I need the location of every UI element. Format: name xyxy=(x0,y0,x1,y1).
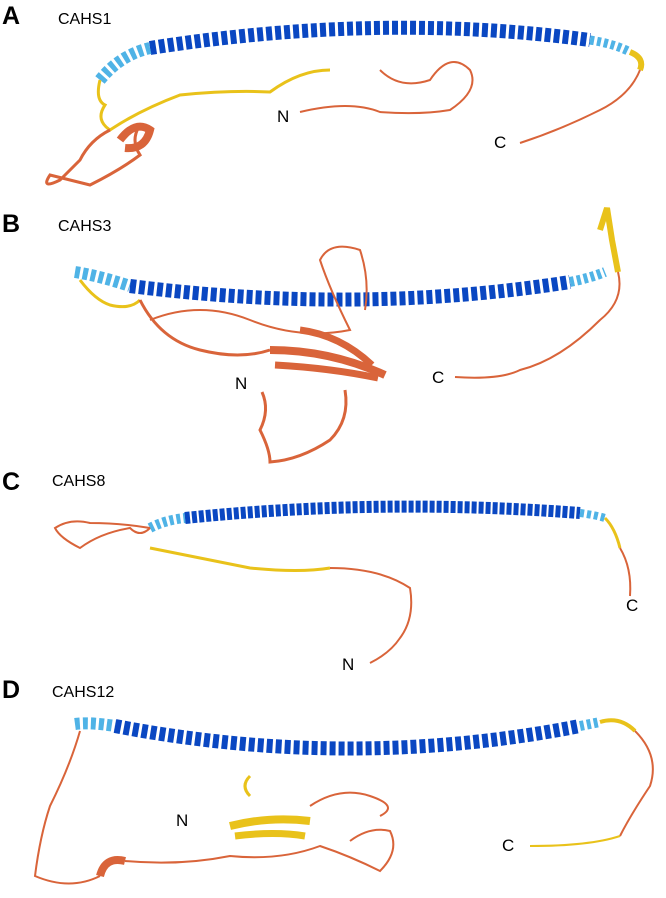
cahs1-structure xyxy=(45,20,645,187)
cahs3-n-segment xyxy=(258,389,348,464)
panel-title-cahs1: CAHS1 xyxy=(58,11,112,28)
cahs1-yellow-loop xyxy=(96,68,331,132)
cahs3-helix xyxy=(129,275,572,307)
panel-b: B CAHS3 N C xyxy=(0,200,666,470)
cahs12-helix-end xyxy=(579,717,601,731)
cahs1-orange-loop xyxy=(45,124,143,187)
panel-title-cahs12: CAHS12 xyxy=(52,684,115,701)
cahs3-left-loop xyxy=(138,299,271,357)
cahs3-strand-3 xyxy=(299,326,375,368)
cahs3-n-label: N xyxy=(235,374,248,393)
cahs12-strand-1 xyxy=(229,815,311,830)
cahs12-upper-loop xyxy=(309,791,389,817)
cahs12-helix-start xyxy=(74,717,116,732)
cahs3-strand-2 xyxy=(274,361,379,382)
panel-letter-c: C xyxy=(2,468,21,496)
panel-title-cahs3: CAHS3 xyxy=(58,218,112,235)
cahs3-strand-1 xyxy=(269,346,387,379)
cahs12-structure xyxy=(33,717,654,885)
cahs12-yellow-loop xyxy=(243,774,252,798)
panel-d: D CAHS12 N C xyxy=(0,676,666,898)
cahs1-coil xyxy=(116,122,155,153)
cahs8-structure xyxy=(53,500,632,664)
cahs12-c-label: C xyxy=(502,836,515,855)
cahs8-helix-start xyxy=(147,513,186,533)
panel-letter-d: D xyxy=(2,676,21,704)
cahs12-strand-2 xyxy=(234,830,306,840)
cahs3-upper-loop xyxy=(149,245,368,335)
panel-letter-a: A xyxy=(2,2,21,30)
panel-c: C CAHS8 N C xyxy=(0,468,666,678)
cahs1-helix-tail xyxy=(628,49,645,72)
cahs1-helix-end xyxy=(589,35,633,57)
cahs8-n-segment xyxy=(329,567,413,664)
cahs1-helix-start xyxy=(95,42,152,84)
cahs8-helix-end xyxy=(579,509,607,522)
cahs1-n-segment xyxy=(299,61,474,115)
cahs8-yellow-loop xyxy=(149,546,331,572)
cahs12-helix xyxy=(113,719,582,756)
cahs3-c-label: C xyxy=(432,368,445,387)
cahs12-left-loop xyxy=(33,730,101,885)
cahs3-helix-start xyxy=(74,266,132,292)
cahs12-yellow-tail xyxy=(599,718,637,733)
cahs12-middle-loop xyxy=(124,828,395,873)
cahs3-yellow-loop xyxy=(78,279,142,309)
cahs12-n-label: N xyxy=(176,811,189,830)
cahs8-yellow-tail xyxy=(603,516,622,549)
cahs12-c-segment-a xyxy=(619,730,654,837)
cahs8-left-loop xyxy=(53,520,151,550)
cahs1-c-label: C xyxy=(494,133,507,152)
panel-letter-b: B xyxy=(2,210,21,238)
cahs3-yellow-strand xyxy=(597,207,621,273)
cahs3-helix-end xyxy=(569,267,607,287)
cahs12-coil xyxy=(96,856,126,878)
cahs8-n-label: N xyxy=(342,655,355,674)
cahs1-n-label: N xyxy=(277,107,290,126)
cahs1-helix xyxy=(148,20,591,55)
cahs3-structure xyxy=(74,207,621,464)
cahs1-c-segment xyxy=(519,69,641,144)
cahs12-c-segment-b xyxy=(529,835,621,847)
cahs8-c-label: C xyxy=(626,596,639,615)
panel-a: A CAHS1 N C xyxy=(0,0,666,200)
panel-title-cahs8: CAHS8 xyxy=(52,473,106,490)
cahs8-c-segment xyxy=(619,547,632,597)
cahs8-helix xyxy=(184,500,581,524)
cahs3-c-segment xyxy=(454,271,621,379)
